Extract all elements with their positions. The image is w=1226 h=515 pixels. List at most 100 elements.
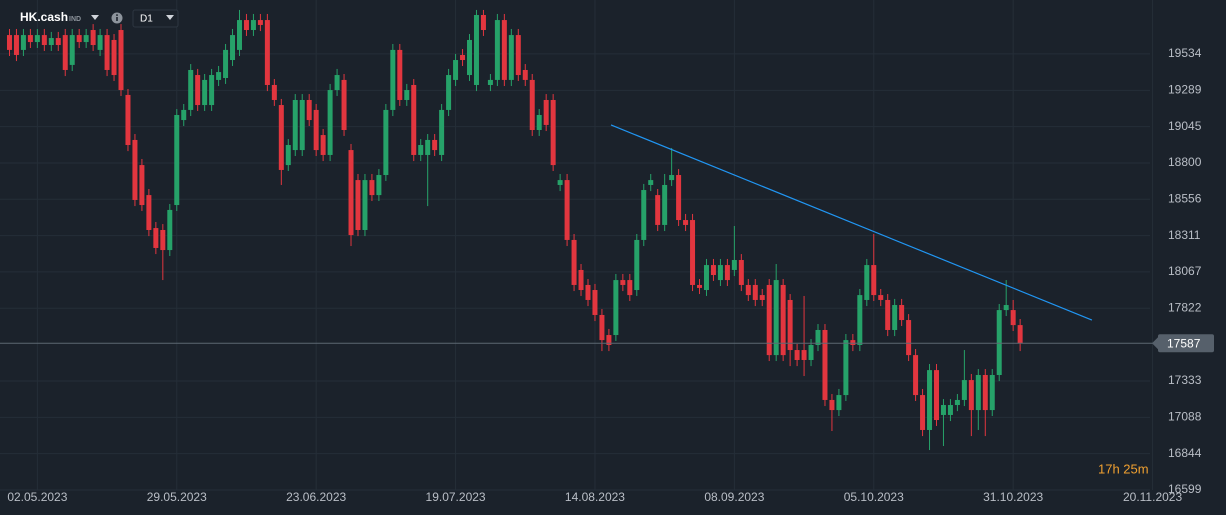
candle-body (104, 35, 110, 70)
candle-body (467, 39, 473, 76)
x-tick-label: 23.06.2023 (286, 490, 346, 504)
x-tick-label: 02.05.2023 (7, 490, 67, 504)
y-tick-label: 18800 (1168, 155, 1202, 169)
symbol-dropdown[interactable] (91, 15, 99, 20)
candle-body (6, 35, 12, 50)
candle-body (383, 109, 389, 176)
candle-body (13, 35, 19, 55)
candle-body (899, 305, 905, 321)
candle-body (766, 284, 772, 356)
candle-body (759, 295, 765, 300)
info-icon-dot (116, 14, 118, 16)
candle-body (446, 75, 452, 110)
candle-body (697, 284, 703, 288)
candle-body (90, 30, 96, 46)
candle-body (236, 20, 242, 50)
candle-body (355, 180, 361, 230)
candle-body (369, 180, 375, 196)
y-tick-label: 17822 (1168, 300, 1202, 314)
candle-body (710, 265, 716, 276)
candle-body (857, 295, 863, 345)
last-price-box (1158, 334, 1214, 353)
candle-body (181, 109, 187, 121)
candle-body (871, 265, 877, 296)
candle-body (313, 109, 319, 151)
candle-body (989, 375, 995, 411)
candle-body (146, 195, 152, 230)
candle-body (362, 180, 368, 230)
candle-body (913, 355, 919, 396)
trendline (610, 124, 1093, 321)
timeframe-dropdown[interactable] (166, 15, 174, 20)
candle-body (327, 90, 333, 155)
candle-body (669, 175, 675, 181)
candle-body (878, 295, 884, 300)
candle-body (508, 35, 514, 80)
candle-body (543, 99, 549, 125)
candle-body (20, 35, 26, 50)
candle-body (174, 114, 180, 206)
candle-body (613, 280, 619, 336)
y-tick-label: 16599 (1168, 482, 1202, 496)
timeframe-box[interactable] (132, 9, 179, 28)
candle-body (202, 79, 208, 106)
x-tick-label: 20.11.2023 (1123, 490, 1182, 504)
candle-body (940, 405, 946, 415)
candle-body (34, 35, 40, 43)
candle-body (906, 320, 912, 356)
candle-body (745, 284, 751, 296)
symbol-type: IND (69, 16, 81, 23)
candle-body (592, 290, 598, 315)
overlay: 16599 16844 17088 17333 17822 18067 18311 18556… (0, 46, 1214, 504)
candle-body (299, 99, 305, 151)
candle-body (494, 20, 500, 80)
x-tick-label: 19.07.2023 (426, 490, 486, 504)
candle-body (404, 90, 410, 100)
y-tick-label: 16844 (1168, 446, 1202, 460)
x-tick-label: 31.10.2023 (983, 490, 1043, 504)
candle-body (522, 69, 528, 80)
candle-body (620, 280, 626, 285)
candle-body (683, 220, 689, 225)
candle-body (341, 79, 347, 131)
y-tick-label: 17333 (1168, 373, 1202, 387)
symbol[interactable]: HK.cash (20, 10, 68, 24)
candle-body (376, 175, 382, 196)
candle-body (425, 139, 431, 155)
candle-body (111, 39, 117, 76)
candle-body (801, 350, 807, 360)
candle-body (829, 399, 835, 411)
candle-body (153, 228, 159, 248)
candle-body (195, 75, 201, 106)
candle-body (292, 99, 298, 151)
candle-body (97, 35, 103, 50)
candle-body (216, 72, 222, 80)
candle-body (843, 340, 849, 396)
y-tick-label: 18556 (1168, 191, 1202, 205)
candle-body (933, 370, 939, 421)
candle-body (557, 180, 563, 185)
candle-body (320, 135, 326, 155)
candle-body (954, 399, 960, 406)
candle-body (271, 84, 277, 100)
candle-body (947, 405, 953, 415)
candle-body (982, 375, 988, 411)
candle-body (655, 195, 661, 225)
candle-body (564, 180, 570, 240)
candle-body (1010, 310, 1016, 326)
candle-body (676, 175, 682, 221)
candle-body (920, 395, 926, 430)
candle-body (487, 79, 493, 85)
candle-body (822, 329, 828, 400)
candle-body (975, 375, 981, 411)
candle-body (223, 49, 229, 79)
candle-body (132, 139, 138, 200)
timeframe[interactable]: D1 (140, 14, 153, 25)
candle-body (41, 35, 47, 46)
candle-body (885, 299, 891, 330)
candle-body (62, 35, 68, 70)
candle-body (787, 299, 793, 351)
candle-body (278, 105, 284, 170)
candle-body (1017, 325, 1023, 344)
